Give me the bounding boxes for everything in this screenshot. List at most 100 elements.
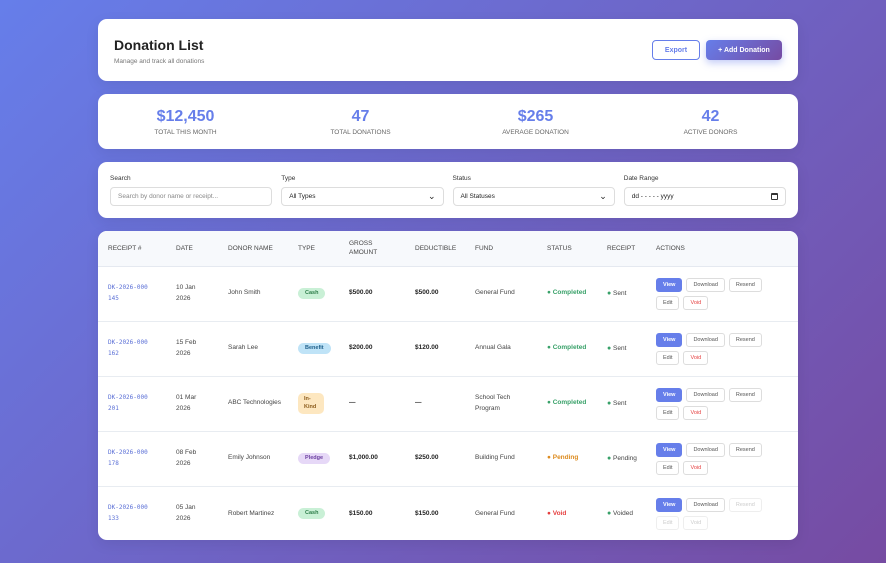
- status-badge: ● Completed: [547, 399, 587, 407]
- column-header: Date: [166, 231, 218, 267]
- edit-button: Edit: [656, 515, 680, 530]
- actions-cell: View Download Resend Edit Void: [646, 266, 798, 322]
- table-row: DK-2026-000133 05 Jan 2026 Robert Martinez…: [98, 486, 798, 540]
- chevron-down-icon: ⌄: [427, 191, 436, 201]
- edit-button[interactable]: Edit: [656, 295, 680, 310]
- donor-cell: Sarah Lee: [218, 321, 288, 377]
- stat-label: Total This Month: [154, 129, 217, 136]
- column-header: Receipt #: [98, 231, 166, 267]
- search-label: Search: [110, 175, 131, 182]
- date-placeholder: dd - - - - - yyyy: [631, 193, 674, 200]
- donations-table: Receipt # Date Donor Name Type Gross Amount D…: [98, 231, 798, 540]
- status-cell: ● Void: [537, 486, 597, 540]
- receipt-number-link[interactable]: DK-2026-000201: [108, 393, 148, 412]
- download-button[interactable]: Download: [686, 387, 725, 402]
- date-cell: 08 Feb 2026: [166, 431, 218, 487]
- edit-button[interactable]: Edit: [656, 405, 680, 420]
- status-text: Void: [552, 509, 567, 517]
- receipt-status-cell: ● Voided: [597, 486, 646, 540]
- actions-cell: View Download Resend Edit Void: [646, 376, 798, 432]
- page-header: Donation List Manage and track all donat…: [98, 19, 798, 81]
- stat-total-donations: 47 Total Donations: [273, 94, 448, 149]
- date-range-input[interactable]: dd - - - - - yyyy: [623, 187, 786, 206]
- receipt-cell: DK-2026-000201: [98, 376, 166, 432]
- stats-panel: $12,450 Total This Month 47 Total Donation…: [98, 94, 798, 149]
- date-range-label: Date Range: [623, 175, 659, 182]
- resend-button[interactable]: Resend: [728, 277, 762, 292]
- donor-cell: Robert Martinez: [218, 486, 288, 540]
- view-button[interactable]: View: [656, 442, 683, 457]
- resend-button[interactable]: Resend: [728, 387, 762, 402]
- type-label: Type: [281, 175, 296, 182]
- view-button[interactable]: View: [656, 497, 683, 512]
- donor-name: John Smith: [228, 289, 261, 297]
- date: 05 Jan 2026: [176, 504, 196, 522]
- download-button[interactable]: Download: [686, 497, 725, 512]
- table-row: DK-2026-000162 15 Feb 2026 Sarah Lee Benefi…: [98, 321, 798, 377]
- receipt-status-cell: ● Sent: [597, 376, 646, 432]
- type-cell: Cash: [288, 486, 339, 540]
- type-value: All Types: [289, 193, 316, 200]
- dot-icon: ●: [607, 510, 612, 518]
- resend-button[interactable]: Resend: [728, 442, 762, 457]
- view-button[interactable]: View: [656, 277, 683, 292]
- receipt-number-link[interactable]: DK-2026-000133: [108, 503, 148, 522]
- fund: School Tech Program: [475, 394, 511, 412]
- date: 01 Mar 2026: [176, 394, 197, 412]
- actions-cell: View Download Resend Edit Void: [646, 431, 798, 487]
- donor-name: Emily Johnson: [228, 454, 271, 462]
- fund: Annual Gala: [475, 344, 511, 352]
- type-cell: In-Kind: [288, 376, 339, 432]
- stat-value: 42: [701, 108, 720, 125]
- search-input[interactable]: Search by donor name or receipt...: [110, 187, 273, 206]
- stat-value: $12,450: [156, 108, 215, 125]
- fund-cell: Building Fund: [465, 431, 537, 487]
- status-badge: ● Completed: [547, 344, 587, 352]
- date-cell: 10 Jan 2026: [166, 266, 218, 322]
- resend-button[interactable]: Resend: [728, 332, 762, 347]
- fund-cell: General Fund: [465, 266, 537, 322]
- type-badge: Cash: [298, 287, 326, 300]
- void-button[interactable]: Void: [683, 295, 709, 310]
- status-badge: ● Completed: [547, 289, 587, 297]
- view-button[interactable]: View: [656, 387, 683, 402]
- status-cell: ● Pending: [537, 431, 597, 487]
- type-badge: Cash: [298, 508, 326, 520]
- receipt-status-cell: ● Pending: [597, 431, 646, 487]
- edit-button[interactable]: Edit: [656, 350, 680, 365]
- receipt-cell: DK-2026-000162: [98, 321, 166, 377]
- add-donation-button[interactable]: + Add Donation: [706, 40, 782, 60]
- receipt-number-link[interactable]: DK-2026-000145: [108, 283, 148, 302]
- void-button[interactable]: Void: [683, 460, 709, 475]
- download-button[interactable]: Download: [686, 277, 725, 292]
- type-badge: Pledge: [298, 452, 331, 465]
- receipt-number-link[interactable]: DK-2026-000178: [108, 448, 148, 467]
- receipt-status: Sent: [613, 344, 627, 352]
- receipt-cell: DK-2026-000178: [98, 431, 166, 487]
- gross-amount: $150.00: [349, 509, 373, 517]
- stat-label: Average Donation: [502, 129, 569, 136]
- export-button[interactable]: Export: [652, 40, 700, 60]
- stat-average-donation: $265 Average Donation: [448, 94, 623, 149]
- dot-icon: ●: [607, 454, 612, 462]
- donor-cell: ABC Technologies: [218, 376, 288, 432]
- status-select[interactable]: All Statuses ⌄: [452, 187, 615, 206]
- void-button[interactable]: Void: [683, 350, 709, 365]
- receipt-number-link[interactable]: DK-2026-000162: [108, 338, 148, 357]
- void-button[interactable]: Void: [683, 405, 709, 420]
- date: 10 Jan 2026: [176, 284, 196, 302]
- receipt-status: Pending: [613, 454, 637, 462]
- deductible-amount: $120.00: [405, 321, 465, 377]
- date-cell: 05 Jan 2026: [166, 486, 218, 540]
- status-text: Completed: [552, 344, 587, 352]
- receipt-status: Voided: [613, 510, 633, 518]
- donor-name: Sarah Lee: [228, 344, 258, 352]
- type-select[interactable]: All Types ⌄: [281, 187, 444, 206]
- view-button[interactable]: View: [656, 332, 683, 347]
- download-button[interactable]: Download: [686, 442, 725, 457]
- status-value: All Statuses: [460, 193, 495, 200]
- fund-cell: Annual Gala: [465, 321, 537, 377]
- download-button[interactable]: Download: [686, 332, 725, 347]
- edit-button[interactable]: Edit: [656, 460, 680, 475]
- calendar-icon[interactable]: [771, 193, 778, 200]
